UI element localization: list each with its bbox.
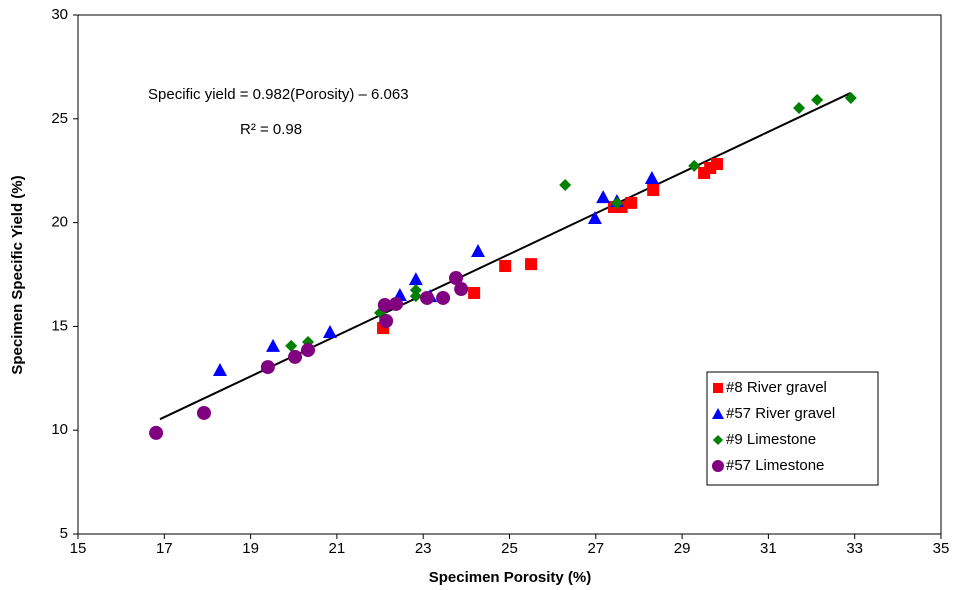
- data-point: [625, 196, 638, 209]
- y-axis-title: Specimen Specific Yield (%): [9, 175, 26, 374]
- x-tick-label: 23: [415, 540, 432, 557]
- y-tick-label: 30: [51, 6, 68, 23]
- data-point: [596, 190, 611, 204]
- x-tick-label: 21: [329, 540, 346, 557]
- y-tick-label: 20: [51, 214, 68, 231]
- legend-marker: [713, 383, 723, 393]
- x-tick-label: 29: [674, 540, 691, 557]
- y-tick-label: 5: [60, 525, 68, 542]
- data-point: [436, 290, 451, 305]
- r2-annotation: R² = 0.98: [240, 121, 302, 138]
- y-tick-label: 10: [51, 421, 68, 438]
- legend-marker: [712, 408, 724, 419]
- data-point: [811, 93, 824, 106]
- data-point: [844, 92, 857, 105]
- data-point: [448, 271, 463, 286]
- x-tick-label: 27: [587, 540, 604, 557]
- x-tick-label: 15: [70, 540, 87, 557]
- legend-marker: [713, 435, 723, 445]
- data-point: [379, 314, 394, 329]
- data-point: [149, 425, 164, 440]
- x-tick-label: 35: [933, 540, 950, 557]
- data-point: [471, 244, 486, 258]
- data-point: [409, 290, 422, 303]
- data-point: [610, 197, 623, 210]
- legend-label: #57 River gravel: [726, 405, 835, 422]
- data-point: [288, 349, 303, 364]
- data-point: [587, 211, 602, 225]
- data-point: [525, 258, 538, 271]
- data-point: [420, 290, 435, 305]
- legend-label: #9 Limestone: [726, 431, 816, 448]
- data-point: [793, 102, 806, 115]
- equation-annotation: Specific yield = 0.982(Porosity) – 6.063: [148, 86, 409, 103]
- data-point: [285, 339, 298, 352]
- legend-label: #57 Limestone: [726, 457, 824, 474]
- data-point: [559, 179, 572, 192]
- data-point: [468, 286, 481, 299]
- data-point: [408, 272, 423, 286]
- legend-box: [706, 371, 879, 486]
- x-tick-label: 19: [242, 540, 259, 557]
- data-point: [260, 360, 275, 375]
- data-point: [644, 170, 659, 184]
- data-point: [389, 296, 404, 311]
- data-point: [499, 259, 512, 272]
- data-point: [711, 158, 724, 171]
- data-point: [454, 282, 469, 297]
- x-axis-title: Specimen Porosity (%): [429, 569, 592, 586]
- data-point: [300, 343, 315, 358]
- data-point: [647, 184, 660, 197]
- data-point: [212, 362, 227, 376]
- data-point: [322, 325, 337, 339]
- y-tick-label: 15: [51, 317, 68, 334]
- data-point: [409, 284, 422, 297]
- y-tick-label: 25: [51, 110, 68, 127]
- legend-label: #8 River gravel: [726, 379, 827, 396]
- legend-marker: [712, 460, 724, 472]
- data-point: [266, 338, 281, 352]
- data-point: [377, 298, 392, 313]
- trendline: [159, 92, 851, 421]
- x-tick-label: 17: [156, 540, 173, 557]
- x-tick-label: 33: [846, 540, 863, 557]
- x-tick-label: 25: [501, 540, 518, 557]
- data-point: [688, 159, 701, 172]
- x-tick-label: 31: [760, 540, 777, 557]
- data-point: [196, 405, 211, 420]
